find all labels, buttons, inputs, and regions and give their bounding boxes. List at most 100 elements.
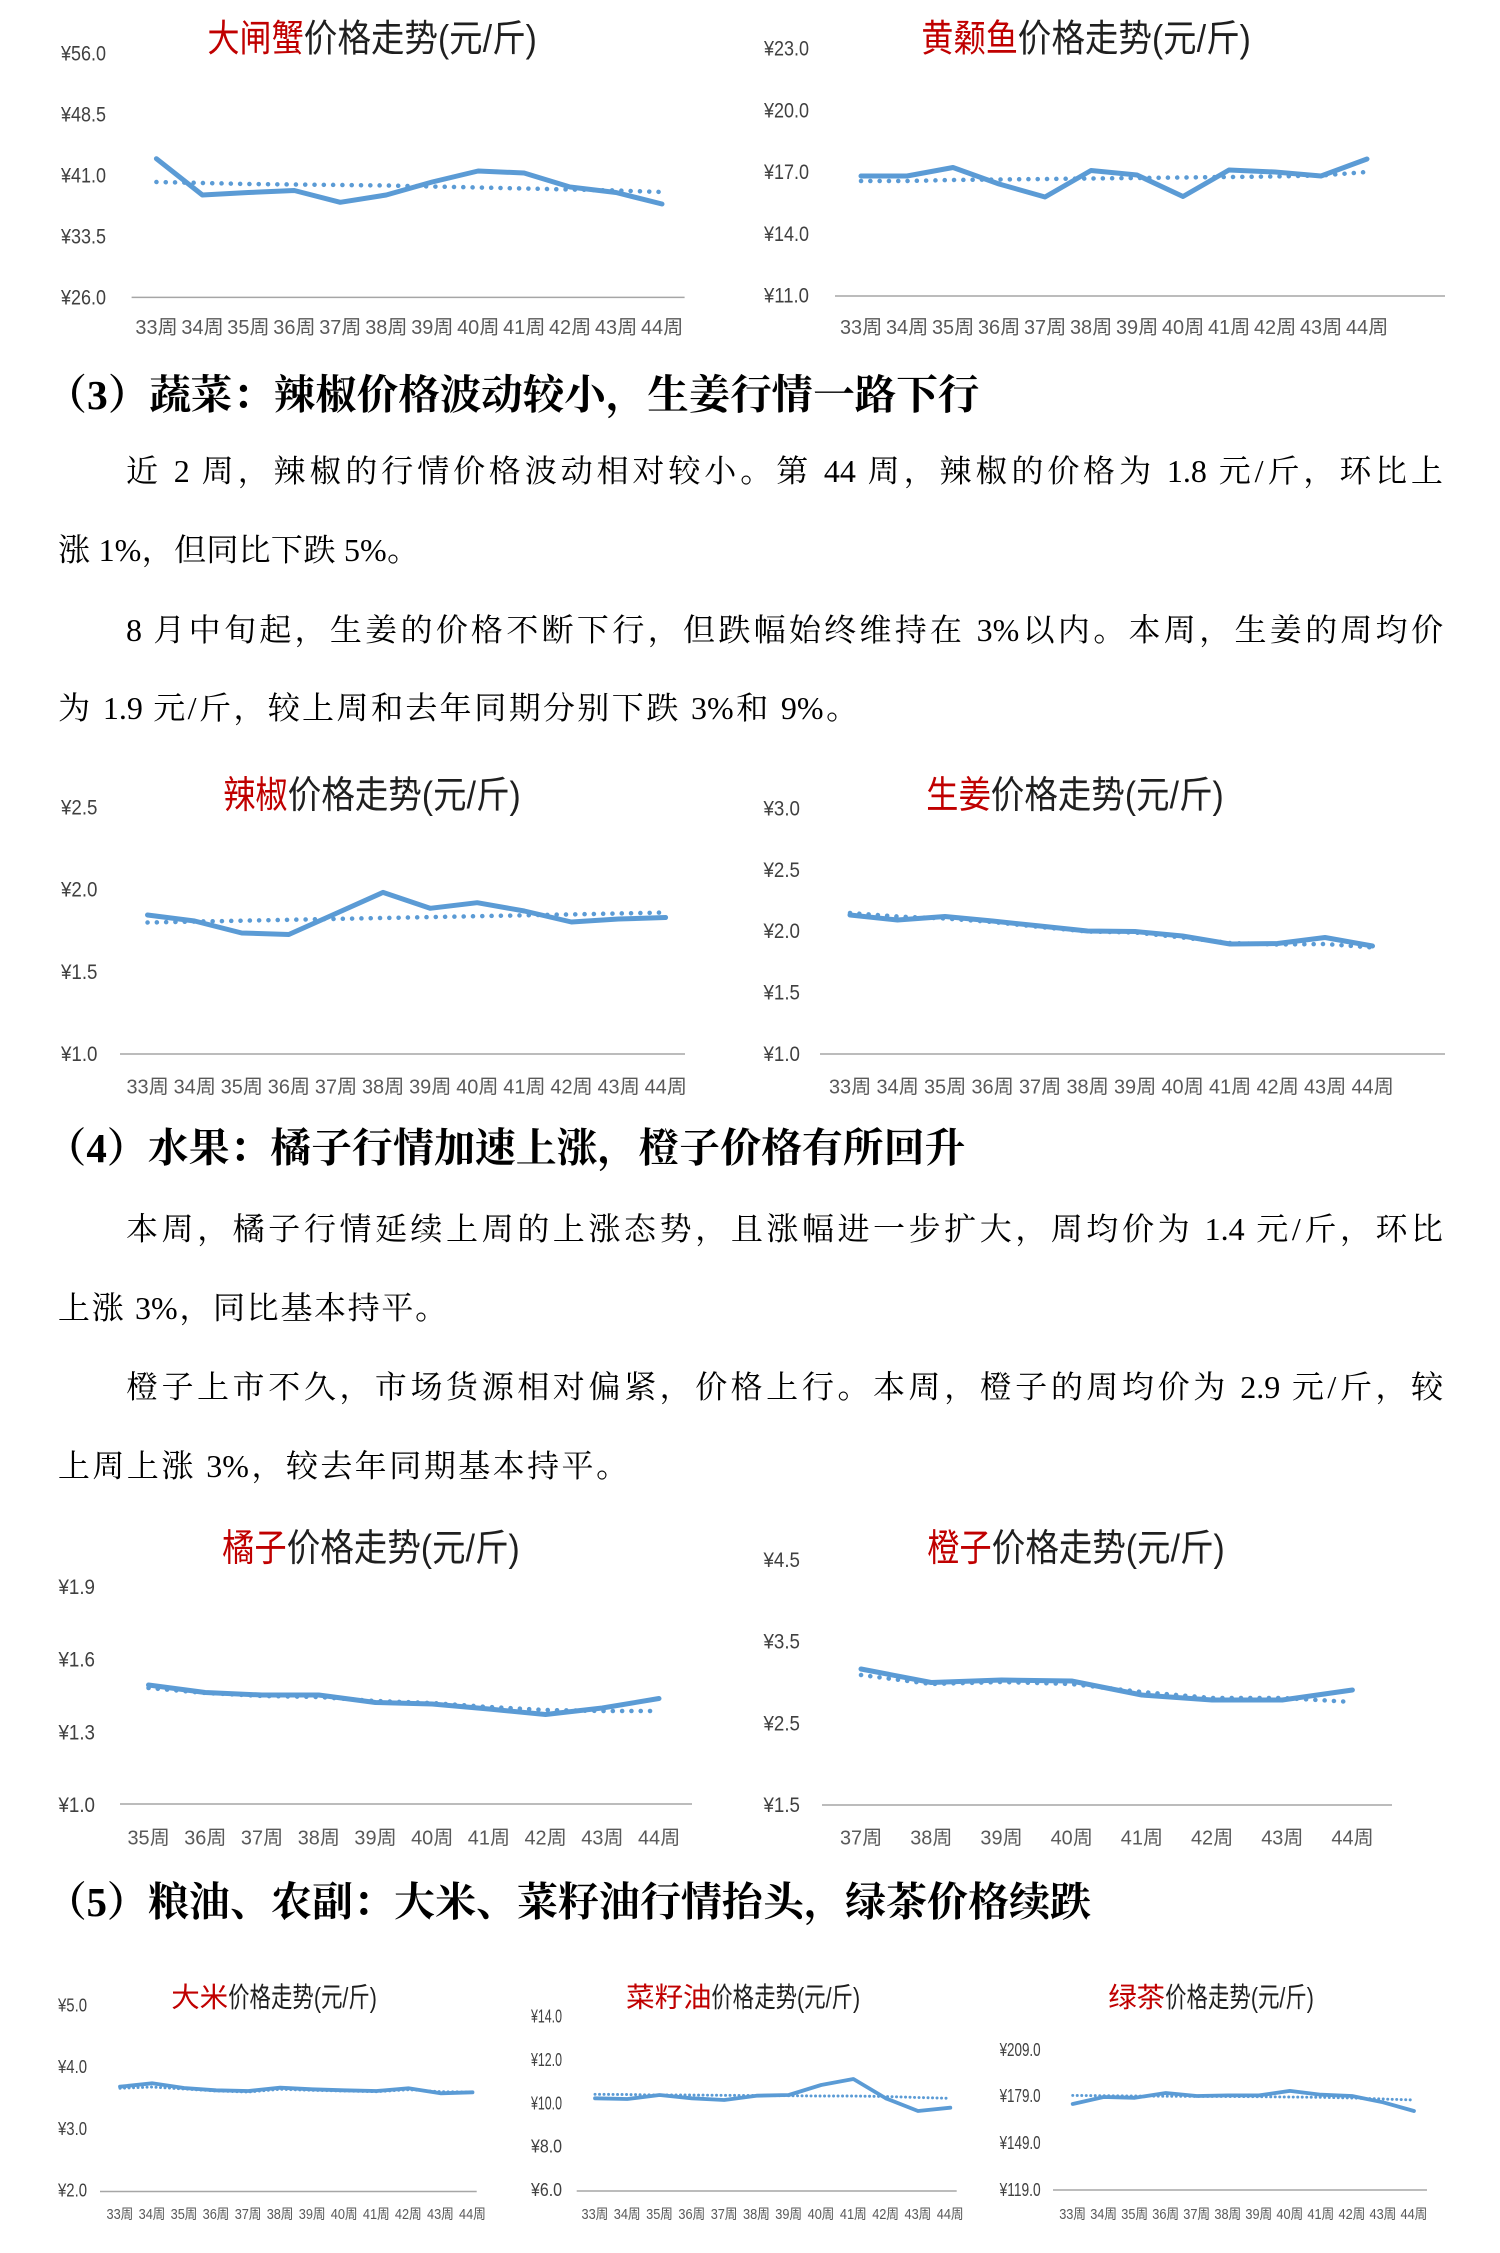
- svg-text:¥1.6: ¥1.6: [58, 1648, 95, 1672]
- svg-text:¥119.0: ¥119.0: [999, 2180, 1041, 2200]
- svg-text:41周: 41周: [503, 317, 545, 339]
- svg-text:33周: 33周: [840, 317, 882, 339]
- svg-text:¥1.5: ¥1.5: [763, 981, 800, 1005]
- svg-text:橙子: 橙子: [927, 1528, 991, 1570]
- svg-text:36周: 36周: [203, 2207, 230, 2223]
- svg-text:44周: 44周: [641, 317, 683, 339]
- svg-text:41周: 41周: [1307, 2207, 1334, 2223]
- svg-text:39周: 39周: [299, 2207, 326, 2223]
- svg-text:34周: 34周: [886, 317, 928, 339]
- svg-text:44周: 44周: [638, 1828, 680, 1850]
- svg-text:¥179.0: ¥179.0: [999, 2086, 1041, 2106]
- svg-text:38周: 38周: [1214, 2207, 1241, 2223]
- svg-text:绿茶: 绿茶: [1108, 1982, 1165, 2013]
- svg-text:43周: 43周: [1370, 2207, 1397, 2223]
- svg-text:39周: 39周: [1116, 317, 1158, 339]
- svg-text:44周: 44周: [645, 1077, 687, 1099]
- svg-text:38周: 38周: [910, 1828, 952, 1850]
- svg-text:42周: 42周: [549, 317, 591, 339]
- svg-text:¥11.0: ¥11.0: [763, 284, 809, 308]
- svg-text:42周: 42周: [872, 2207, 899, 2223]
- svg-text:37周: 37周: [711, 2207, 738, 2223]
- svg-text:43周: 43周: [905, 2207, 932, 2223]
- svg-text:¥41.0: ¥41.0: [60, 164, 106, 188]
- svg-text:¥2.5: ¥2.5: [763, 1711, 800, 1735]
- svg-text:39周: 39周: [411, 317, 453, 339]
- svg-text:38周: 38周: [365, 317, 407, 339]
- svg-text:37周: 37周: [1019, 1077, 1061, 1099]
- svg-text:¥14.0: ¥14.0: [530, 2007, 562, 2027]
- svg-text:37周: 37周: [241, 1828, 283, 1850]
- svg-text:39周: 39周: [775, 2207, 802, 2223]
- svg-text:40周: 40周: [808, 2207, 835, 2223]
- svg-text:41周: 41周: [468, 1828, 510, 1850]
- svg-text:39周: 39周: [980, 1828, 1022, 1850]
- svg-text:42周: 42周: [395, 2207, 422, 2223]
- svg-text:41周: 41周: [1208, 317, 1250, 339]
- svg-text:34周: 34周: [174, 1077, 216, 1099]
- svg-text:43周: 43周: [427, 2207, 454, 2223]
- svg-text:大闸蟹: 大闸蟹: [207, 19, 304, 61]
- svg-text:34周: 34周: [877, 1077, 919, 1099]
- svg-text:¥2.0: ¥2.0: [763, 919, 800, 943]
- svg-text:¥3.5: ¥3.5: [763, 1630, 800, 1654]
- svg-text:37周: 37周: [315, 1077, 357, 1099]
- svg-text:¥17.0: ¥17.0: [763, 160, 809, 184]
- svg-text:37周: 37周: [235, 2207, 262, 2223]
- svg-text:¥12.0: ¥12.0: [530, 2050, 562, 2070]
- svg-text:39周: 39周: [1245, 2207, 1272, 2223]
- svg-text:42周: 42周: [1257, 1077, 1299, 1099]
- svg-text:35周: 35周: [221, 1077, 263, 1099]
- svg-text:34周: 34周: [614, 2207, 641, 2223]
- svg-text:¥3.0: ¥3.0: [57, 2119, 87, 2139]
- svg-text:40周: 40周: [1051, 1828, 1093, 1850]
- svg-text:¥1.0: ¥1.0: [60, 1042, 97, 1066]
- svg-text:39周: 39周: [1114, 1077, 1156, 1099]
- svg-text:33周: 33周: [582, 2207, 609, 2223]
- svg-text:38周: 38周: [362, 1077, 404, 1099]
- svg-text:37周: 37周: [1183, 2207, 1210, 2223]
- svg-text:40周: 40周: [1162, 1077, 1204, 1099]
- svg-text:¥2.0: ¥2.0: [60, 878, 97, 902]
- svg-text:39周: 39周: [409, 1077, 451, 1099]
- svg-text:黄颡鱼: 黄颡鱼: [921, 19, 1018, 61]
- svg-text:¥23.0: ¥23.0: [763, 37, 809, 61]
- svg-text:¥5.0: ¥5.0: [57, 1995, 87, 2015]
- svg-text:40周: 40周: [331, 2207, 358, 2223]
- svg-text:37周: 37周: [840, 1828, 882, 1850]
- svg-text:43周: 43周: [1261, 1828, 1303, 1850]
- svg-text:35周: 35周: [924, 1077, 966, 1099]
- svg-text:辣椒: 辣椒: [223, 775, 287, 817]
- svg-text:40周: 40周: [1276, 2207, 1303, 2223]
- svg-text:39周: 39周: [354, 1828, 396, 1850]
- svg-text:33周: 33周: [1059, 2207, 1086, 2223]
- svg-text:37周: 37周: [1024, 317, 1066, 339]
- svg-text:36周: 36周: [972, 1077, 1014, 1099]
- svg-text:36周: 36周: [1152, 2207, 1179, 2223]
- svg-text:41周: 41周: [503, 1077, 545, 1099]
- svg-text:38周: 38周: [1070, 317, 1112, 339]
- svg-text:¥33.5: ¥33.5: [60, 225, 106, 249]
- svg-text:¥14.0: ¥14.0: [763, 222, 809, 246]
- svg-text:36周: 36周: [184, 1828, 226, 1850]
- svg-text:44周: 44周: [1346, 317, 1388, 339]
- svg-text:¥1.5: ¥1.5: [60, 960, 97, 984]
- svg-text:33周: 33周: [127, 1077, 169, 1099]
- svg-text:¥2.0: ¥2.0: [57, 2181, 87, 2201]
- svg-text:40周: 40周: [1162, 317, 1204, 339]
- svg-text:¥3.0: ¥3.0: [763, 797, 800, 821]
- svg-text:价格走势(元/斤): 价格走势(元/斤): [711, 1982, 860, 2013]
- svg-text:¥20.0: ¥20.0: [763, 98, 809, 122]
- svg-text:34周: 34周: [139, 2207, 166, 2223]
- svg-text:¥10.0: ¥10.0: [530, 2093, 562, 2113]
- svg-text:42周: 42周: [1339, 2207, 1366, 2223]
- svg-text:41周: 41周: [1209, 1077, 1251, 1099]
- svg-text:生姜: 生姜: [926, 775, 990, 817]
- svg-text:¥4.5: ¥4.5: [763, 1548, 800, 1572]
- svg-text:42周: 42周: [525, 1828, 567, 1850]
- svg-text:38周: 38周: [298, 1828, 340, 1850]
- svg-text:40周: 40周: [411, 1828, 453, 1850]
- svg-text:¥149.0: ¥149.0: [999, 2133, 1041, 2153]
- svg-text:36周: 36周: [273, 317, 315, 339]
- svg-text:44周: 44周: [1401, 2207, 1428, 2223]
